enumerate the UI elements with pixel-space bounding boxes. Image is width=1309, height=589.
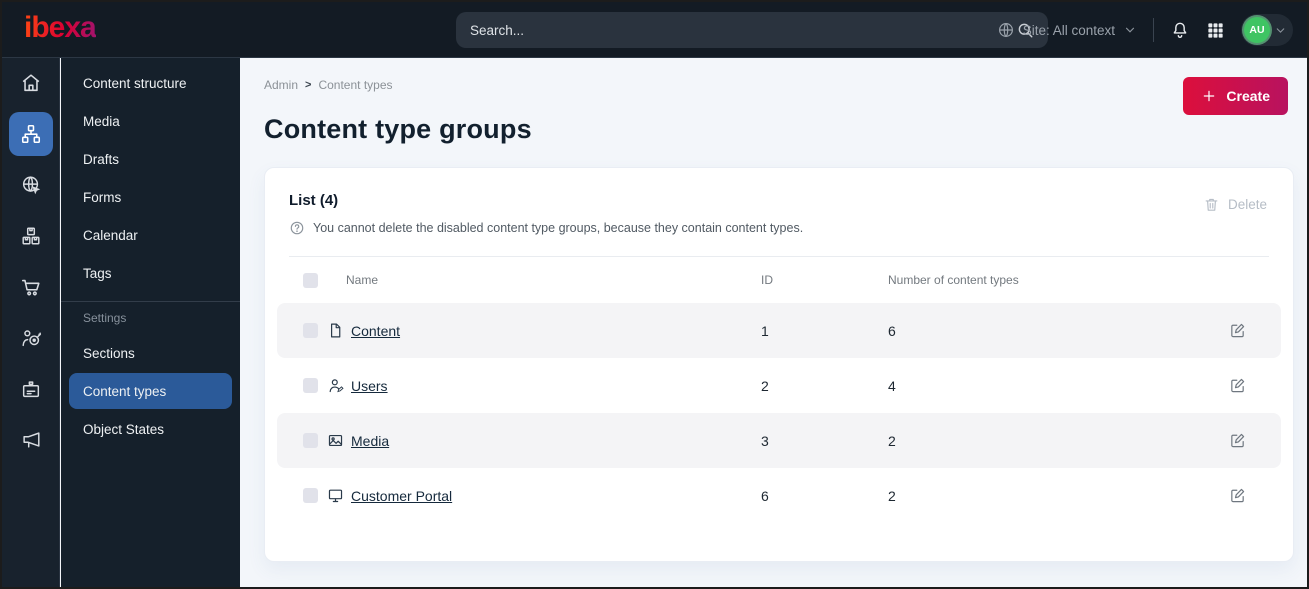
edit-icon[interactable]	[1229, 487, 1281, 504]
group-count: 2	[888, 487, 896, 504]
home-icon[interactable]	[9, 61, 53, 105]
column-header-count: Number of content types	[888, 273, 1019, 287]
table-row: Media 3 2	[277, 413, 1281, 468]
column-header-id: ID	[761, 273, 773, 287]
menu-divider	[61, 301, 240, 302]
plus-icon	[1201, 88, 1217, 104]
monitor-icon	[327, 487, 344, 504]
sidebar-item-content-types[interactable]: Content types	[69, 373, 232, 409]
sidebar-item-sections[interactable]: Sections	[83, 345, 135, 361]
table-row: Customer Portal 6 2	[277, 468, 1281, 523]
avatar[interactable]: AU	[1244, 17, 1270, 43]
sidebar-item-drafts[interactable]: Drafts	[83, 151, 120, 167]
row-checkbox[interactable]	[303, 378, 318, 393]
apps-grid-icon[interactable]	[1206, 21, 1225, 40]
site-globe-icon[interactable]	[9, 163, 53, 207]
sidebar-item-forms[interactable]: Forms	[83, 189, 122, 205]
edit-icon[interactable]	[1229, 322, 1281, 339]
breadcrumb-content-types[interactable]: Content types	[318, 78, 393, 92]
row-checkbox[interactable]	[303, 323, 318, 338]
group-id: 2	[761, 377, 769, 394]
image-icon	[327, 432, 344, 449]
personalization-icon[interactable]	[9, 316, 53, 360]
column-header-name: Name	[346, 273, 379, 287]
globe-icon	[997, 21, 1015, 39]
sidebar-item-media[interactable]: Media	[83, 113, 120, 129]
product-catalog-icon[interactable]	[9, 214, 53, 258]
group-link[interactable]: Users	[351, 377, 388, 394]
edit-icon[interactable]	[1229, 377, 1281, 394]
group-count: 4	[888, 377, 896, 394]
company-badge-icon[interactable]	[9, 367, 53, 411]
site-context-selector[interactable]: Site: All context	[997, 21, 1137, 39]
group-count: 2	[888, 432, 896, 449]
row-checkbox[interactable]	[303, 488, 318, 503]
list-hint-text: You cannot delete the disabled content t…	[313, 221, 804, 235]
cart-icon[interactable]	[9, 265, 53, 309]
group-link[interactable]: Customer Portal	[351, 487, 453, 504]
global-search[interactable]	[456, 12, 1048, 48]
sidebar-item-calendar[interactable]: Calendar	[83, 227, 138, 243]
file-icon	[327, 322, 344, 339]
chevron-down-icon	[1274, 24, 1287, 37]
content-tree-icon[interactable]	[8, 112, 53, 156]
sidebar-item-content-structure[interactable]: Content structure	[83, 75, 187, 91]
table-header: Name ID Number of content types	[277, 257, 1281, 303]
sidebar-item-object-states[interactable]: Object States	[83, 421, 165, 437]
settings-section-label: Settings	[83, 311, 127, 325]
group-link[interactable]: Content	[351, 322, 401, 339]
trash-icon	[1203, 196, 1220, 213]
group-id: 6	[761, 487, 769, 504]
icon-rail	[2, 58, 60, 587]
card-divider	[289, 256, 1269, 257]
topbar-actions: Site: All context AU	[997, 2, 1293, 58]
sidebar-menu: Content structure Media Drafts Forms Cal…	[61, 58, 240, 587]
edit-icon[interactable]	[1229, 432, 1281, 449]
chevron-down-icon	[1123, 23, 1137, 37]
row-checkbox[interactable]	[303, 433, 318, 448]
group-id: 1	[761, 322, 769, 339]
help-circle-icon	[289, 220, 305, 236]
breadcrumb-admin[interactable]: Admin	[264, 78, 299, 92]
breadcrumb: Admin > Content types	[264, 78, 1290, 92]
list-heading: List (4)	[289, 192, 339, 209]
create-button-label: Create	[1226, 88, 1270, 104]
site-context-label: Site: All context	[1022, 22, 1115, 38]
delete-button[interactable]: Delete	[1203, 196, 1267, 213]
table-row: Users 2 4	[277, 358, 1281, 413]
table-row: Content 1 6	[277, 303, 1281, 358]
ibexa-logo[interactable]: ibexa	[24, 11, 97, 44]
user-menu[interactable]: AU	[1241, 14, 1293, 46]
delete-button-label: Delete	[1227, 197, 1267, 212]
group-count: 6	[888, 322, 896, 339]
content-type-groups-card: List (4) You cannot delete the disabled …	[264, 167, 1294, 562]
main-content: Admin > Content types Create Content typ…	[240, 58, 1307, 587]
megaphone-icon[interactable]	[9, 418, 53, 462]
topbar-divider	[1153, 18, 1154, 42]
notifications-bell-icon[interactable]	[1170, 20, 1190, 40]
page-title: Content type groups	[264, 114, 532, 144]
breadcrumb-separator: >	[305, 79, 312, 91]
create-button[interactable]: Create	[1183, 77, 1288, 115]
search-input[interactable]	[470, 22, 1016, 38]
topbar: ibexa Site: All context	[2, 2, 1307, 58]
user-icon	[327, 377, 344, 394]
group-id: 3	[761, 432, 769, 449]
sidebar-item-tags[interactable]: Tags	[83, 265, 112, 281]
group-link[interactable]: Media	[351, 432, 390, 449]
select-all-checkbox[interactable]	[303, 272, 318, 288]
search-icon[interactable]	[1016, 21, 1034, 39]
